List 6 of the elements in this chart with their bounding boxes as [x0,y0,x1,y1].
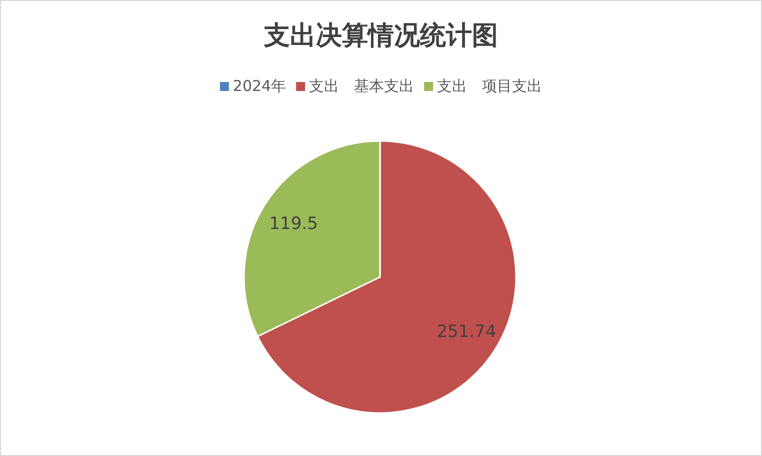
legend-label: 2024年 [232,77,286,95]
data-label: 251.74 [436,322,496,342]
data-label: 119.5 [269,214,318,234]
legend-label: 支出 项目支出 [437,77,542,95]
chart-title: 支出决算情况统计图 [263,21,498,51]
legend-label: 支出 基本支出 [309,77,414,95]
